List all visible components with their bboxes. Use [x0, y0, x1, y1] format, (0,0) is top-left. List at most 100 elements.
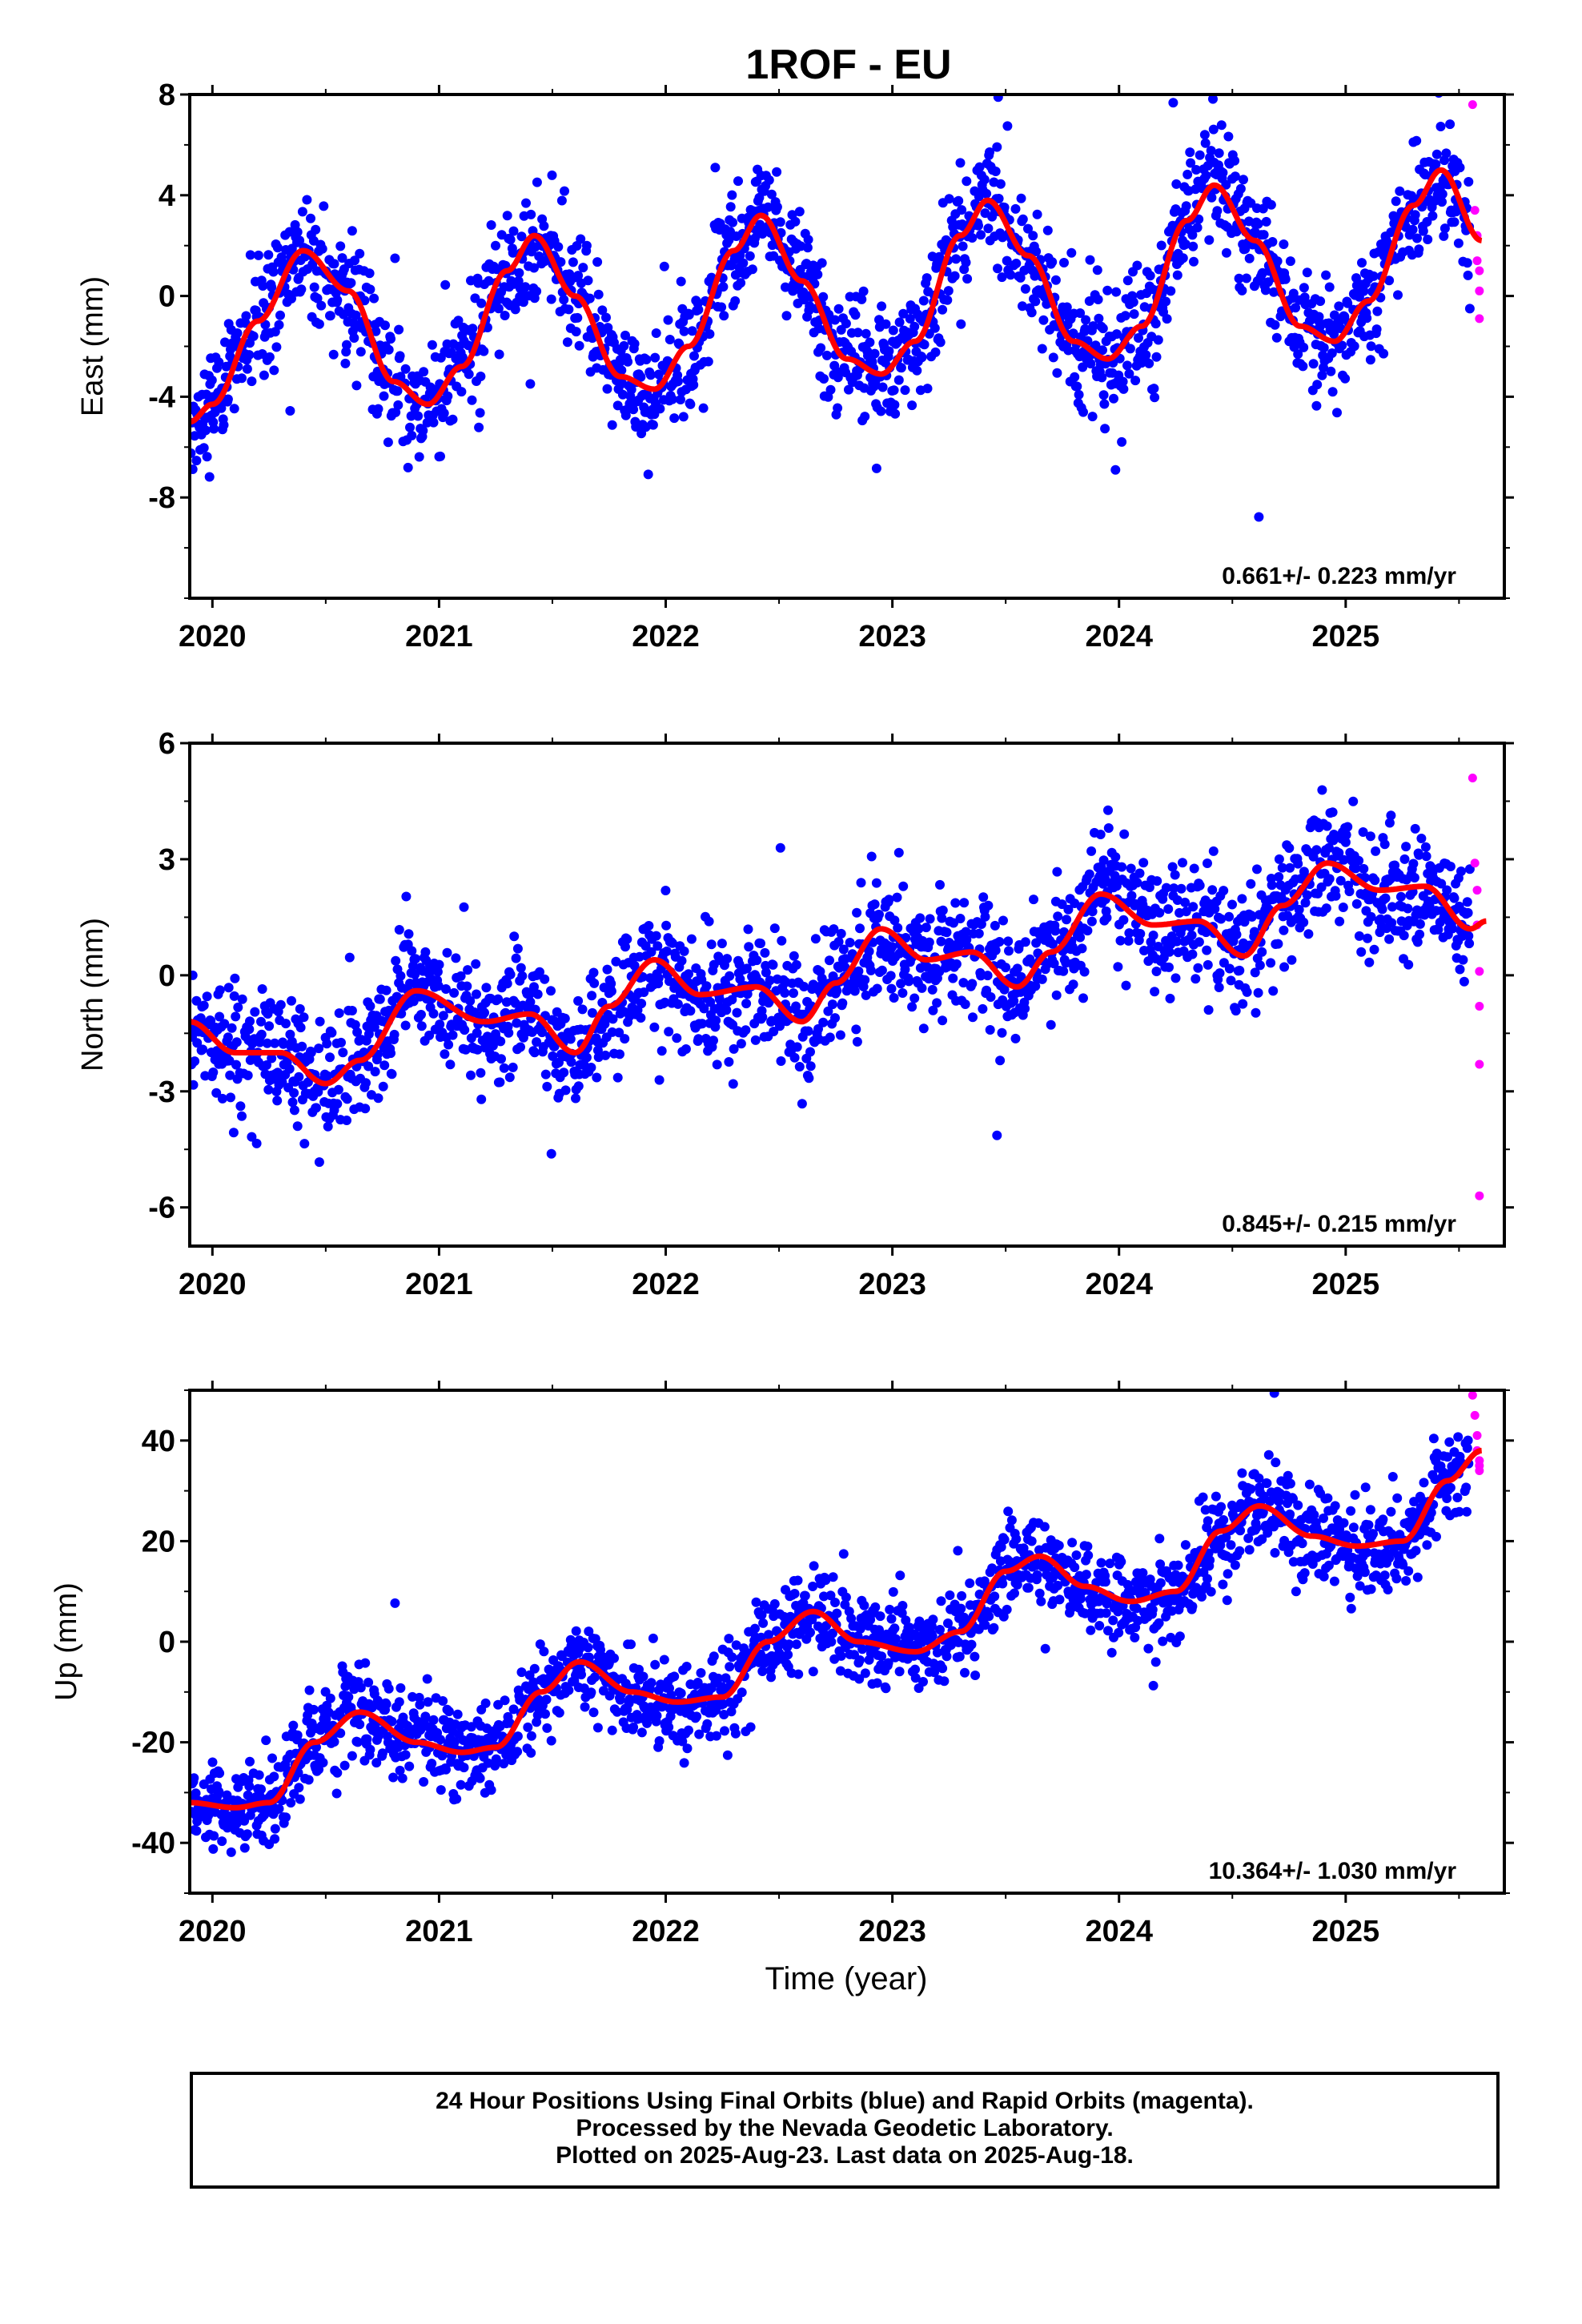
up-final-point	[584, 1626, 594, 1637]
east-final-point	[917, 352, 927, 363]
east-final-point	[1097, 372, 1107, 383]
east-final-point	[1134, 333, 1143, 343]
east-final-point	[556, 257, 566, 267]
north-final-point	[711, 1015, 721, 1026]
north-final-point	[1380, 893, 1391, 903]
north-final-point	[1242, 987, 1252, 997]
east-final-point	[954, 195, 964, 206]
east-final-point	[1011, 259, 1022, 268]
up-final-point	[325, 1693, 335, 1703]
north-final-point	[865, 965, 876, 975]
north-final-point	[1144, 883, 1154, 892]
north-final-point	[915, 913, 926, 923]
north-final-point	[1247, 911, 1257, 922]
north-final-point	[1323, 842, 1334, 853]
east-final-point	[1272, 256, 1283, 267]
north-final-point	[289, 1105, 299, 1116]
north-final-point	[1188, 902, 1199, 912]
north-final-point	[1224, 963, 1235, 974]
east-final-point	[1431, 149, 1442, 159]
north-final-point	[289, 1088, 299, 1098]
north-final-point	[267, 1053, 277, 1063]
north-final-point	[1057, 899, 1067, 910]
north-final-point	[998, 915, 1008, 926]
east-final-point	[493, 304, 504, 314]
up-final-point	[226, 1847, 236, 1857]
up-final-point	[725, 1662, 735, 1672]
north-final-point	[314, 1043, 324, 1054]
east-final-point	[547, 170, 557, 180]
east-final-point	[869, 348, 880, 359]
east-final-point	[1191, 165, 1202, 175]
north-final-point	[571, 1093, 580, 1104]
east-final-point	[1062, 302, 1072, 312]
north-final-point	[986, 992, 996, 1002]
north-final-point	[714, 994, 725, 1004]
east-final-point	[302, 195, 312, 205]
east-final-point	[957, 205, 967, 215]
north-final-point	[1170, 870, 1180, 880]
east-final-point	[1410, 210, 1420, 220]
north-final-point	[1351, 899, 1362, 909]
north-final-point	[978, 1003, 988, 1014]
east-final-point	[346, 278, 356, 288]
east-final-point	[583, 275, 593, 286]
north-final-point	[495, 1077, 505, 1088]
north-final-point	[456, 971, 466, 981]
east-final-point	[772, 167, 782, 177]
east-final-point	[285, 406, 295, 416]
up-final-point	[254, 1770, 264, 1780]
north-final-point	[1371, 846, 1381, 856]
east-final-point	[553, 242, 564, 252]
up-final-point	[231, 1818, 242, 1828]
east-final-point	[1087, 412, 1098, 422]
north-final-point	[524, 989, 535, 999]
north-final-point	[823, 1006, 833, 1016]
east-final-point	[884, 346, 894, 356]
up-final-point	[943, 1618, 953, 1628]
north-final-point	[233, 1002, 243, 1012]
up-final-point	[414, 1692, 424, 1703]
north-final-point	[1126, 891, 1137, 901]
north-final-point	[851, 1024, 861, 1035]
north-final-point	[810, 934, 821, 944]
up-final-point	[652, 1711, 662, 1721]
east-final-point	[669, 413, 680, 424]
north-final-point	[871, 878, 881, 888]
up-final-point	[270, 1834, 280, 1844]
east-final-point	[775, 217, 785, 227]
up-final-point	[267, 1753, 277, 1763]
north-final-point	[244, 1024, 255, 1035]
north-final-point	[664, 1027, 674, 1037]
north-final-point	[741, 999, 752, 1009]
up-final-point	[343, 1692, 354, 1702]
north-final-point	[686, 934, 697, 944]
up-final-point	[791, 1639, 801, 1650]
east-final-point	[1308, 359, 1319, 369]
north-final-point	[828, 971, 838, 981]
north-final-point	[231, 1011, 241, 1022]
up-final-point	[910, 1664, 920, 1675]
east-final-point	[201, 425, 211, 436]
north-final-point	[1294, 904, 1304, 915]
up-final-point	[428, 1715, 439, 1725]
north-x-tick-label: 2022	[632, 1268, 700, 1301]
up-x-tick-label: 2020	[179, 1915, 247, 1948]
north-final-point	[223, 1032, 233, 1043]
north-final-point	[955, 914, 966, 923]
north-rapid-point	[1475, 1059, 1484, 1069]
north-final-point	[559, 1068, 569, 1078]
up-final-point	[541, 1695, 552, 1705]
east-final-point	[1411, 135, 1422, 146]
north-final-point	[1250, 967, 1260, 978]
east-final-point	[342, 340, 351, 350]
east-final-point	[406, 411, 416, 421]
east-final-point	[1298, 361, 1308, 372]
up-final-point	[855, 1655, 865, 1665]
north-final-point	[190, 1080, 199, 1090]
east-final-point	[329, 259, 339, 269]
north-final-point	[592, 1072, 602, 1083]
east-final-point	[942, 295, 953, 305]
up-final-point	[526, 1747, 536, 1758]
